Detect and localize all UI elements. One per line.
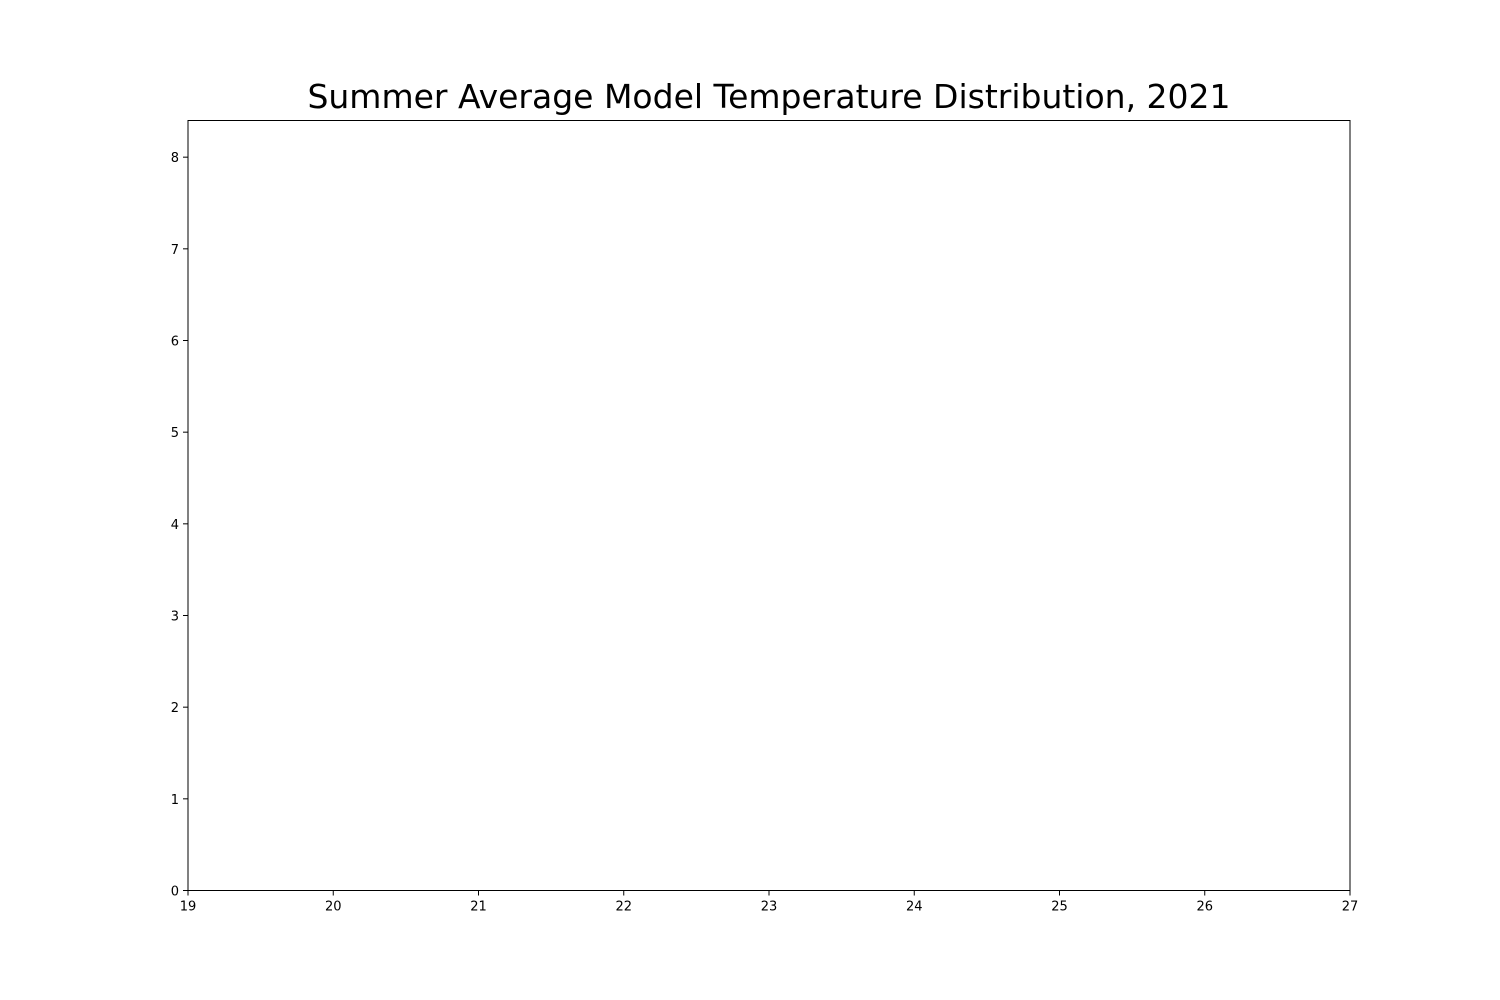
x-tick-label: 24 [906, 900, 923, 915]
x-tick-label: 25 [1051, 900, 1068, 915]
y-tick-label: 4 [171, 518, 179, 533]
y-tick-label: 0 [171, 885, 179, 900]
x-tick-label: 19 [180, 900, 197, 915]
x-tick-label: 20 [325, 900, 342, 915]
chart-title: Summer Average Model Temperature Distrib… [307, 77, 1231, 116]
y-tick-label: 3 [171, 610, 179, 625]
y-tick-label: 1 [171, 793, 179, 808]
y-tick-label: 7 [171, 243, 179, 258]
x-tick-label: 26 [1196, 900, 1213, 915]
y-tick-label: 2 [171, 701, 179, 716]
y-tick-label: 6 [171, 335, 179, 350]
x-tick-label: 22 [615, 900, 632, 915]
y-axis: 0 1 2 3 4 5 6 7 8 [171, 151, 188, 900]
x-axis: 19 20 21 22 23 24 25 26 27 [180, 890, 1359, 915]
y-tick-label: 8 [171, 151, 179, 166]
x-tick-label: 23 [761, 900, 778, 915]
plot-frame [187, 120, 1351, 891]
y-tick-label: 5 [171, 426, 179, 441]
x-tick-label: 27 [1342, 900, 1359, 915]
x-tick-label: 21 [470, 900, 487, 915]
